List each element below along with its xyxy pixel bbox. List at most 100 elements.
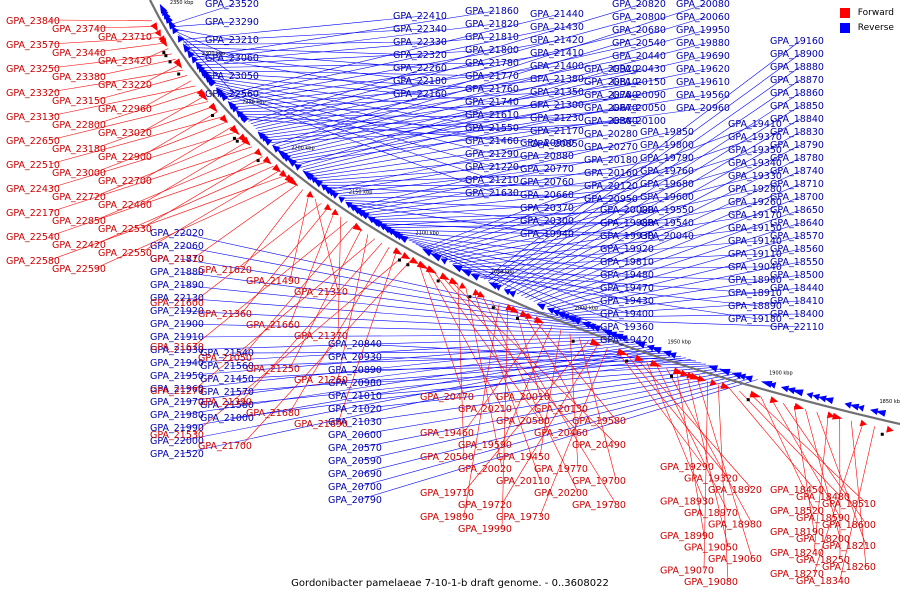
reverse-gene-label: GPA_21950 [150,371,204,382]
forward-gene-arrow [173,58,183,69]
reverse-gene-label: GPA_21430 [530,22,584,33]
reverse-leader-line [211,79,496,129]
forward-gene-label: GPA_20200 [534,488,588,499]
reverse-leader-line [300,81,615,168]
forward-gene-label: GPA_22530 [98,224,152,235]
reverse-gene-label: GPA_19550 [640,205,694,216]
legend-forward: Forward [839,5,894,20]
reverse-gene-label: GPA_19360 [600,322,654,333]
reverse-leader-line [213,82,496,142]
reverse-gene-label: GPA_21980 [150,410,204,421]
reverse-gene-label: GPA_20800 [612,12,666,23]
scale-label: 2250 kbp [242,99,266,105]
forward-leader-line [850,420,867,567]
reverse-gene-arrow [786,387,796,395]
reverse-gene-label: GPA_19150 [728,223,782,234]
forward-leader-line [49,146,252,213]
reverse-gene-label: GPA_20570 [328,443,382,454]
reverse-gene-label: GPA_18500 [770,270,824,281]
forward-leader-line [95,75,188,101]
reverse-gene-label: GPA_20700 [328,482,382,493]
reverse-leader-line [415,243,631,328]
forward-gene-label: GPA_22900 [98,152,152,163]
reverse-gene-label: GPA_18640 [770,218,824,229]
forward-gene-arrow [425,265,437,274]
reverse-leader-line [179,334,619,338]
forward-gene-arrow [229,124,240,136]
forward-gene-arrow [154,29,161,37]
forward-leader-line [49,175,286,261]
forward-leader-line [771,399,841,518]
reverse-gene-label: GPA_22180 [393,76,447,87]
forward-gene-label: GPA_19720 [458,500,512,511]
reverse-gene-arrow [167,18,177,30]
forward-gene-arrow [159,37,168,47]
forward-gene-label: GPA_22420 [52,240,106,251]
reverse-gene-label: GPA_20600 [328,430,382,441]
reverse-leader-line [464,266,759,270]
reverse-gene-label: GPA_19330 [728,171,782,182]
reverse-gene-label: GPA_23060 [205,53,259,64]
forward-gene-label: GPA_21270 [150,386,204,397]
reverse-gene-label: GPA_20980 [328,378,382,389]
forward-gene-arrow [720,382,731,389]
reverse-gene-label: GPA_23520 [205,0,259,10]
reverse-gene-label: GPA_20040 [640,231,694,242]
reverse-gene-arrow [875,410,887,417]
forward-gene-label: GPA_19580 [572,416,626,427]
reverse-gene-label: GPA_19340 [728,158,782,169]
forward-gene-label: GPA_23220 [98,80,152,91]
reverse-gene-label: GPA_22160 [393,89,447,100]
reverse-gene-arrow [294,163,302,171]
reverse-gene-label: GPA_19400 [600,309,654,320]
forward-leader-line [141,111,218,157]
forward-leader-line [463,322,544,433]
forward-leader-line [49,53,172,69]
forward-leader-line [95,90,200,125]
forward-leader-line [449,279,617,445]
reverse-leader-line [441,188,759,259]
reverse-gene-label: GPA_21940 [150,358,204,369]
reverse-gene-label: GPA_19540 [640,218,694,229]
reverse-gene-label: GPA_21560 [200,361,254,372]
reverse-gene-label: GPA_18860 [770,88,824,99]
reverse-leader-line [311,133,615,177]
forward-leader-line [95,106,213,149]
genome-caption: Gordonibacter pamelaeae 7-10-1-b draft g… [291,578,609,589]
forward-gene-arrow [439,272,450,281]
reverse-gene-label: GPA_18740 [770,166,824,177]
reverse-gene-arrow [556,311,566,319]
forward-gene-label: GPA_21310 [294,287,348,298]
backbone-arc [149,0,900,426]
forward-gene-label: GPA_19710 [420,488,474,499]
reverse-gene-arrow [602,329,613,337]
forward-gene-arrow [472,288,481,296]
reverse-swatch [839,22,850,33]
reverse-gene-arrow [182,43,191,53]
reverse-leader-line [488,53,801,282]
forward-gene-label: GPA_22170 [6,208,60,219]
reverse-gene-label: GPA_20670 [584,103,638,114]
forward-leader-line [463,340,589,493]
forward-gene-label: GPA_22590 [52,264,106,275]
forward-gene-label: GPA_19700 [572,476,626,487]
forward-gene-label: GPA_21600 [150,298,204,309]
forward-leader-line [141,64,180,85]
forward-leader-line [501,326,553,445]
forward-gene-arrow [409,256,419,264]
reverse-leader-line [229,354,677,380]
reverse-gene-label: GPA_22060 [150,241,204,252]
forward-leader-line [426,267,503,409]
reverse-gene-label: GPA_21960 [150,384,204,395]
forward-gene-label: GPA_19320 [684,474,738,485]
reverse-gene-arrow [208,78,217,87]
reverse-gene-arrow [587,323,597,331]
forward-leader-line [793,406,815,532]
reverse-gene-label: GPA_22000 [150,436,204,447]
reverse-gene-label: GPA_20810 [584,77,638,88]
reverse-gene-label: GPA_20270 [584,142,638,153]
forward-leader-line [241,259,412,446]
forward-gene-label: GPA_23180 [52,144,106,155]
reverse-gene-label: GPA_19180 [728,314,782,325]
